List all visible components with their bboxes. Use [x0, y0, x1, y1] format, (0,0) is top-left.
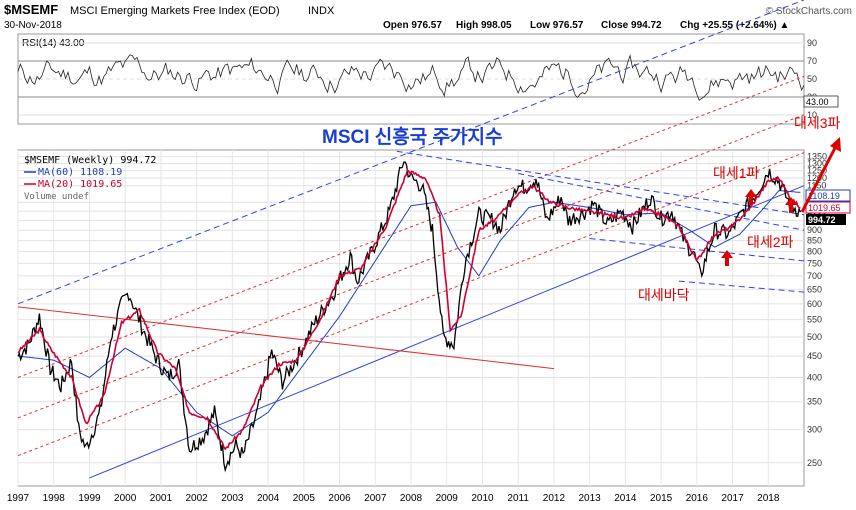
price-tick-label: 500: [807, 332, 822, 342]
rsi-tick-label: 10: [807, 110, 817, 120]
bottom-label: 대세바닥: [638, 287, 690, 303]
rsi-tick-label: 50: [807, 74, 817, 84]
ohlc-change: Chg +25.55 (+2.64%) ▲: [680, 20, 789, 31]
year-tick-label: 2003: [221, 493, 244, 504]
year-tick-label: 2015: [650, 493, 673, 504]
chart-date: 30-Nov-2018: [4, 20, 62, 31]
year-tick-label: 2006: [328, 493, 351, 504]
resistance-line: [17, 306, 554, 370]
ohlc-close: Close 994.72: [601, 20, 662, 31]
price-tick-label: 600: [807, 299, 822, 309]
year-tick-label: 2013: [579, 493, 602, 504]
mid-channel-line: [17, 114, 805, 419]
mid-channel-line: [17, 152, 805, 457]
rsi-value-tag: [803, 95, 839, 108]
year-tick-label: 2009: [436, 493, 459, 504]
price-tick-label: 1300: [807, 158, 827, 168]
price-tick-label: 300: [807, 425, 822, 435]
year-tick-label: 1997: [7, 493, 30, 504]
up-arrow-icon: [785, 197, 797, 213]
ma20-line: [17, 168, 801, 451]
support-line: [678, 280, 805, 293]
price-tick-label: 900: [807, 225, 822, 235]
price-tick-label: 1350: [807, 152, 827, 162]
price-tick-label: 400: [807, 372, 822, 382]
legend-ma20: MA(20) 1019.65: [38, 179, 122, 190]
descending-channel-line: [589, 237, 805, 262]
year-tick-label: 2008: [400, 493, 423, 504]
time-axis: 1997 1998 1999 2000 2001 2002 2003 2004 2005 2006…: [7, 493, 780, 504]
close-value-text: 994.72: [808, 215, 836, 225]
brand-logo: © StockCharts.com: [766, 6, 852, 17]
price-tick-label: 750: [807, 258, 822, 268]
price-tick-label: 700: [807, 271, 822, 281]
descending-channel-line: [518, 173, 805, 231]
wave1-label: 대세1파: [713, 165, 760, 181]
price-tick-label: 1200: [807, 173, 827, 183]
upper-channel-line: [17, 0, 805, 305]
price-line: [17, 161, 802, 473]
year-tick-label: 2012: [543, 493, 566, 504]
year-tick-label: 2016: [686, 493, 709, 504]
ma60-line: [17, 189, 801, 437]
price-tick-label: 800: [807, 247, 822, 257]
up-arrow-icon: [745, 189, 757, 205]
wave2-label: 대세2파: [747, 234, 794, 250]
price-tick-label: 350: [807, 397, 822, 407]
year-tick-label: 2011: [507, 493, 529, 504]
price-tick-label: 850: [807, 236, 822, 246]
price-tick-label: 1250: [807, 166, 827, 176]
price-tick-label: 450: [807, 351, 822, 361]
up-arrow-icon: [721, 250, 733, 266]
year-tick-label: 1998: [43, 493, 66, 504]
main-annotation-title: MSCI 신흥국 주가지수: [322, 125, 502, 148]
ma60-value-tag: [805, 189, 851, 202]
rsi-axis: 9070503010: [807, 38, 817, 120]
ma60-value-text: 1108.19: [808, 191, 840, 201]
exchange: INDX: [308, 5, 335, 17]
price-tick-label: 650: [807, 284, 822, 294]
wave3-arrow-icon: [830, 137, 841, 152]
ma20-value-text: 1019.65: [808, 203, 841, 213]
close-value-tag: [806, 214, 846, 225]
year-tick-label: 2005: [293, 493, 316, 504]
year-tick-label: 1999: [78, 493, 101, 504]
price-tick-label: 250: [807, 458, 822, 468]
year-tick-label: 2017: [721, 493, 744, 504]
ohlc-low: Low 976.57: [530, 20, 584, 31]
year-tick-label: 2000: [114, 493, 137, 504]
year-tick-label: 2001: [150, 493, 173, 504]
wave-arrows: [721, 137, 841, 266]
year-tick-label: 2004: [257, 493, 280, 504]
price-tick-label: 550: [807, 315, 822, 325]
year-tick-label: 2014: [614, 493, 637, 504]
rsi-tick-label: 90: [807, 38, 817, 48]
price-grid: [17, 150, 804, 486]
descending-channel-line: [396, 150, 805, 216]
rsi-grid: [18, 42, 804, 116]
year-tick-label: 2002: [186, 493, 209, 504]
index-name: MSCI Emerging Markets Free Index (EOD): [70, 5, 280, 17]
ohlc-high: High 998.05: [456, 20, 512, 31]
trend-channels: [17, 0, 805, 479]
mid-channel-line: [17, 75, 805, 378]
year-tick-label: 2018: [757, 493, 780, 504]
year-tick-label: 2010: [471, 493, 494, 504]
legend: $MSEMF (Weekly) 994.72 MA(60) 1108.19 MA…: [24, 155, 156, 202]
rsi-value-text: 43.00: [806, 97, 829, 107]
legend-volume: Volume undef: [24, 192, 89, 202]
legend-price: $MSEMF (Weekly) 994.72: [24, 155, 156, 166]
rsi-tick-label: 70: [807, 56, 817, 66]
year-tick-label: 2007: [364, 493, 387, 504]
symbol: $MSEMF: [4, 2, 58, 17]
legend-ma60: MA(60) 1108.19: [38, 167, 122, 178]
wave3-label: 대세3파: [794, 115, 841, 131]
ohlc-open: Open 976.57: [383, 20, 442, 31]
wave3-arrow-shaft: [800, 145, 838, 213]
rsi-line: [17, 53, 805, 101]
